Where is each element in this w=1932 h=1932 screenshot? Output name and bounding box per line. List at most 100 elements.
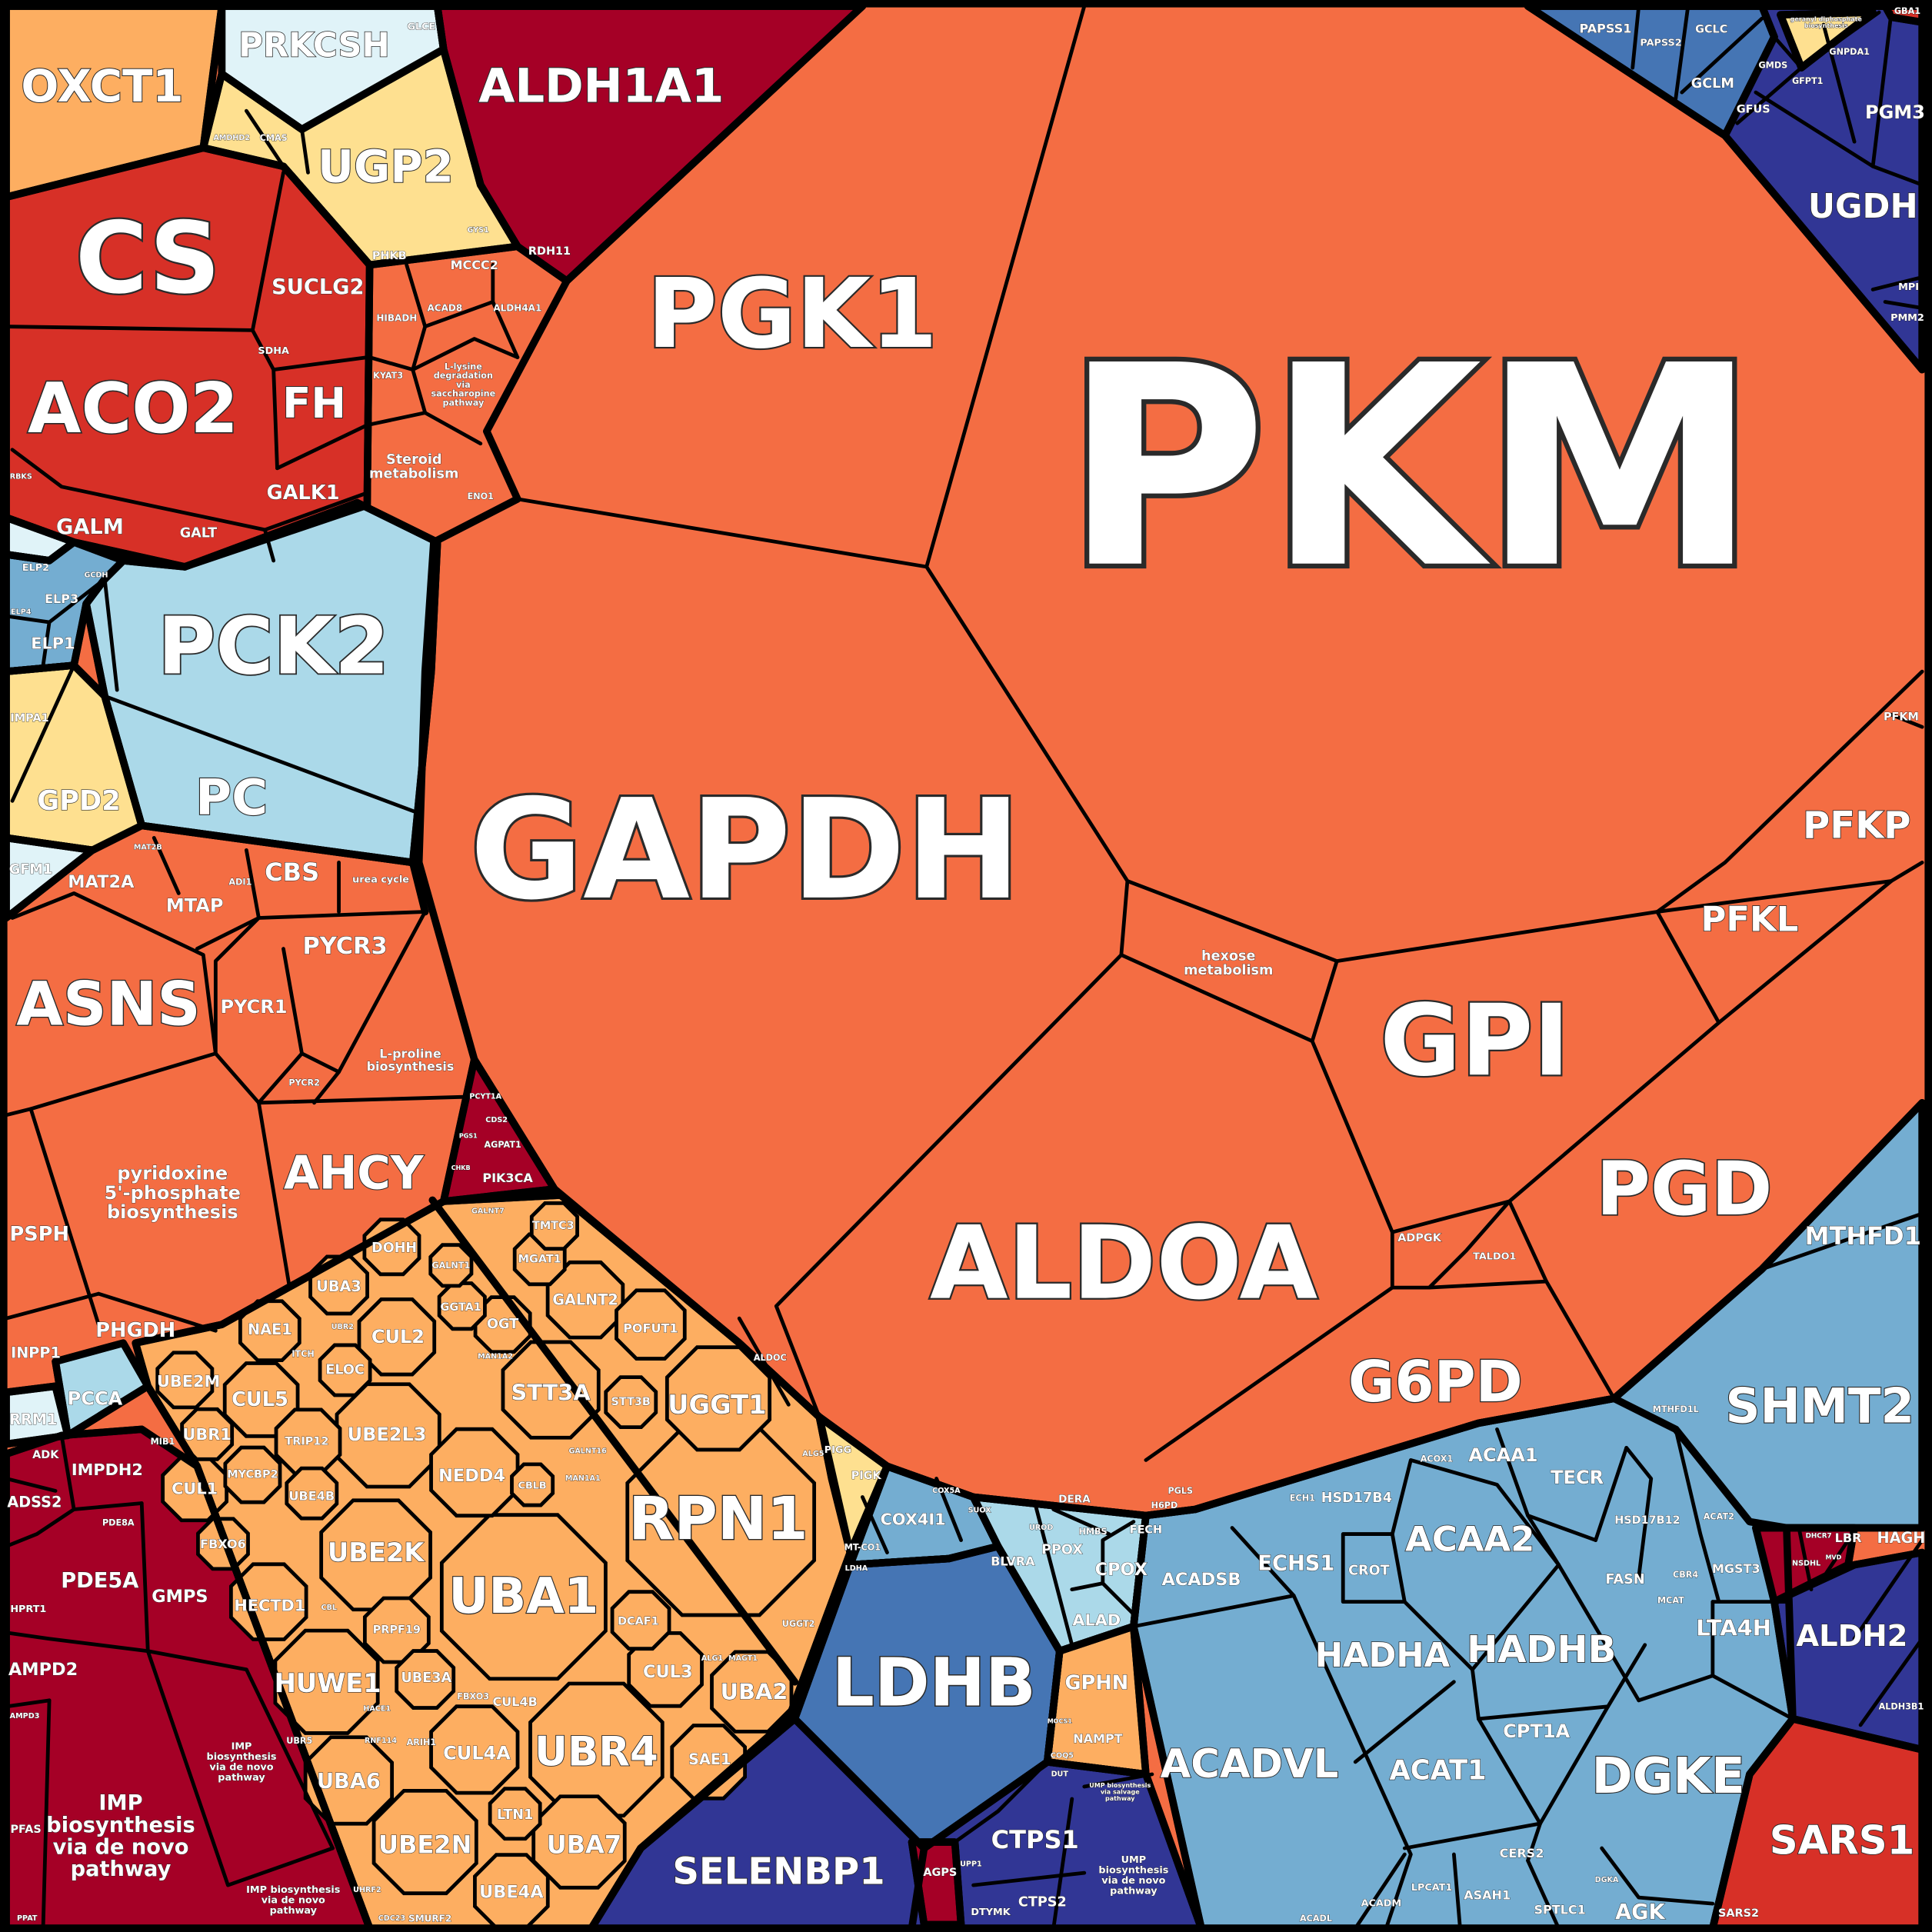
cell-label-line: biosynthesis bbox=[46, 1813, 195, 1837]
cell-border bbox=[1427, 1199, 1511, 1290]
cell bbox=[429, 1427, 520, 1518]
cell bbox=[318, 1343, 372, 1397]
cell-label: COQ5 bbox=[1051, 1751, 1074, 1760]
cell-border bbox=[924, 4, 1087, 569]
cell-border bbox=[1557, 1563, 1641, 1703]
cell-label: ADPGK bbox=[1397, 1232, 1441, 1244]
cell-label: AGPAT1 bbox=[484, 1140, 521, 1150]
cell-label-line: pathway bbox=[218, 1772, 265, 1784]
cell-label: SARS2 bbox=[1718, 1907, 1759, 1920]
cell-border bbox=[1452, 1852, 1462, 1930]
cell-label: CHKB bbox=[451, 1164, 471, 1171]
cell-border bbox=[953, 1760, 1050, 1844]
cell-label: ASAH1 bbox=[1464, 1887, 1511, 1902]
cell-label: LTN1 bbox=[497, 1807, 533, 1823]
cell-label: OGT bbox=[487, 1317, 518, 1332]
cell-label: HAGH bbox=[1877, 1529, 1926, 1547]
cell-label: CBL bbox=[321, 1604, 337, 1612]
cell-label: PYCR2 bbox=[288, 1078, 320, 1088]
cell-label: PGM3 bbox=[1865, 102, 1925, 123]
cell-label: CUL3 bbox=[643, 1662, 693, 1682]
cell bbox=[223, 1445, 282, 1504]
cell-border bbox=[1858, 1637, 1924, 1727]
cell-label: PGK1 bbox=[647, 258, 938, 370]
cell-label: MTHFD1 bbox=[1805, 1221, 1921, 1251]
cell-label: HIBADH bbox=[376, 312, 417, 323]
cell-label: IMP biosynthesis via de novo pathway bbox=[207, 1740, 277, 1783]
cell-label: PHGDH bbox=[95, 1319, 175, 1342]
cell-label: PCCA bbox=[68, 1387, 123, 1409]
cell-label-line: metabolism bbox=[369, 466, 458, 481]
cell-label: ACAA2 bbox=[1405, 1518, 1534, 1559]
cell-label: SHMT2 bbox=[1725, 1377, 1914, 1434]
cell-border bbox=[152, 835, 181, 895]
cell-label: UROD bbox=[1029, 1524, 1053, 1532]
cell-label: SMURF2 bbox=[408, 1913, 451, 1924]
cell-label: NAMPT bbox=[1073, 1731, 1122, 1746]
group-outline bbox=[815, 1413, 891, 1557]
cell-label: PYCR3 bbox=[302, 933, 387, 960]
cell-label: STT3A bbox=[511, 1379, 591, 1405]
cell-border bbox=[41, 1698, 52, 1930]
cell-label: ELP3 bbox=[45, 591, 78, 606]
cell-label: PHKB bbox=[372, 250, 407, 262]
group-outline bbox=[82, 498, 441, 867]
cell-label: HADHA bbox=[1315, 1637, 1451, 1675]
cell-border bbox=[1883, 300, 1924, 310]
cell-label: PFKP bbox=[1803, 804, 1910, 847]
cell-border bbox=[1594, 1445, 1629, 1542]
cell-label: STT3B bbox=[611, 1396, 651, 1408]
cell-label: GFPT1 bbox=[1792, 76, 1824, 86]
cell-label: HSD17B12 bbox=[1614, 1514, 1680, 1527]
cell-border bbox=[1526, 1858, 1561, 1930]
cell-border bbox=[10, 448, 369, 532]
cell-label: AMDHD2 bbox=[213, 134, 250, 142]
cell-label: CBLB bbox=[518, 1481, 547, 1492]
cell-border bbox=[1674, 4, 1690, 101]
cell-label: POFUT1 bbox=[623, 1321, 678, 1336]
cell-border bbox=[245, 108, 285, 168]
cell-label: SDHA bbox=[258, 345, 289, 357]
cell-label-line: IMP bbox=[98, 1791, 142, 1815]
cell-label-line: biosynthesis bbox=[207, 1751, 277, 1763]
cell-border bbox=[1310, 910, 1721, 1234]
cell-label-line: hexose bbox=[1201, 949, 1255, 964]
cell-label: NAE1 bbox=[248, 1321, 291, 1338]
cell-label: UBE2L3 bbox=[348, 1424, 427, 1445]
cell-border bbox=[102, 694, 421, 815]
cell-label: CS bbox=[75, 202, 221, 316]
cell-label: ALDH1A1 bbox=[478, 59, 724, 114]
cell-label: ACADM bbox=[1361, 1898, 1402, 1910]
cell-label: ALDH2 bbox=[1796, 1619, 1907, 1654]
cell-label: MTAP bbox=[166, 895, 224, 917]
cell-label: HPRT1 bbox=[10, 1604, 46, 1615]
cell-label: UBR4 bbox=[535, 1729, 658, 1776]
cell-border bbox=[1033, 1501, 1074, 1647]
cell-label-line: pathway bbox=[270, 1904, 318, 1916]
cell-label: PFKL bbox=[1700, 899, 1798, 940]
cell-label: SELENBP1 bbox=[672, 1850, 884, 1894]
cell-border bbox=[1717, 879, 1894, 1025]
cell-label: MGAT1 bbox=[518, 1253, 561, 1265]
cell-borders bbox=[4, 4, 1924, 1932]
cell-label: DOHH bbox=[371, 1241, 417, 1256]
cell-label: ACOX1 bbox=[1421, 1454, 1454, 1464]
cell-label: ALG1 bbox=[701, 1654, 723, 1663]
cell-label: UBE2N bbox=[378, 1830, 471, 1859]
cell-border bbox=[337, 910, 428, 1074]
cell-label: ALG5 bbox=[802, 1450, 824, 1458]
cell-label: PYCR1 bbox=[221, 996, 288, 1018]
cell-label: MAT2A bbox=[68, 872, 135, 892]
cell bbox=[501, 1340, 601, 1440]
cell-label: GALNT16 bbox=[568, 1447, 607, 1456]
cell-label: PRKCSH bbox=[238, 26, 389, 65]
cell-border bbox=[1101, 1520, 1136, 1586]
cell-label: CPT1A bbox=[1503, 1720, 1570, 1742]
cell-label-line: pyridoxine bbox=[117, 1163, 228, 1184]
cell-label: NEDD4 bbox=[438, 1466, 505, 1486]
cell-border bbox=[1402, 1821, 1542, 1850]
cell-label: IMP biosynthesis via de novo pathway bbox=[46, 1791, 195, 1881]
cell-label: TMTC3 bbox=[532, 1220, 575, 1232]
cell-border bbox=[1760, 1211, 1924, 1271]
cell-label: HACE1 bbox=[363, 1705, 391, 1714]
